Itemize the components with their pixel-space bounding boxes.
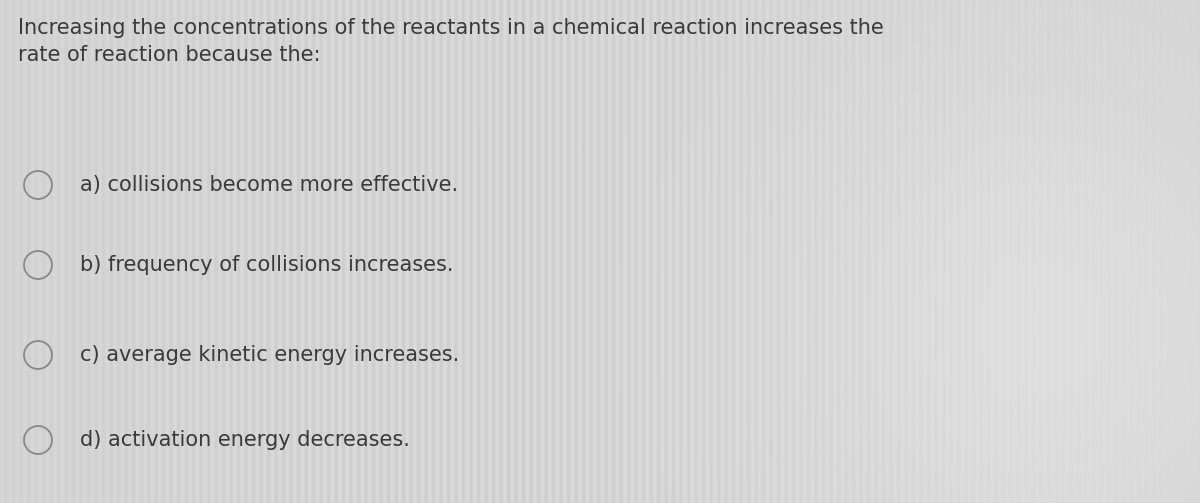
Text: c) average kinetic energy increases.: c) average kinetic energy increases. <box>80 345 460 365</box>
Text: a) collisions become more effective.: a) collisions become more effective. <box>80 175 458 195</box>
Text: d) activation energy decreases.: d) activation energy decreases. <box>80 430 410 450</box>
Text: Increasing the concentrations of the reactants in a chemical reaction increases : Increasing the concentrations of the rea… <box>18 18 883 65</box>
Text: b) frequency of collisions increases.: b) frequency of collisions increases. <box>80 255 454 275</box>
